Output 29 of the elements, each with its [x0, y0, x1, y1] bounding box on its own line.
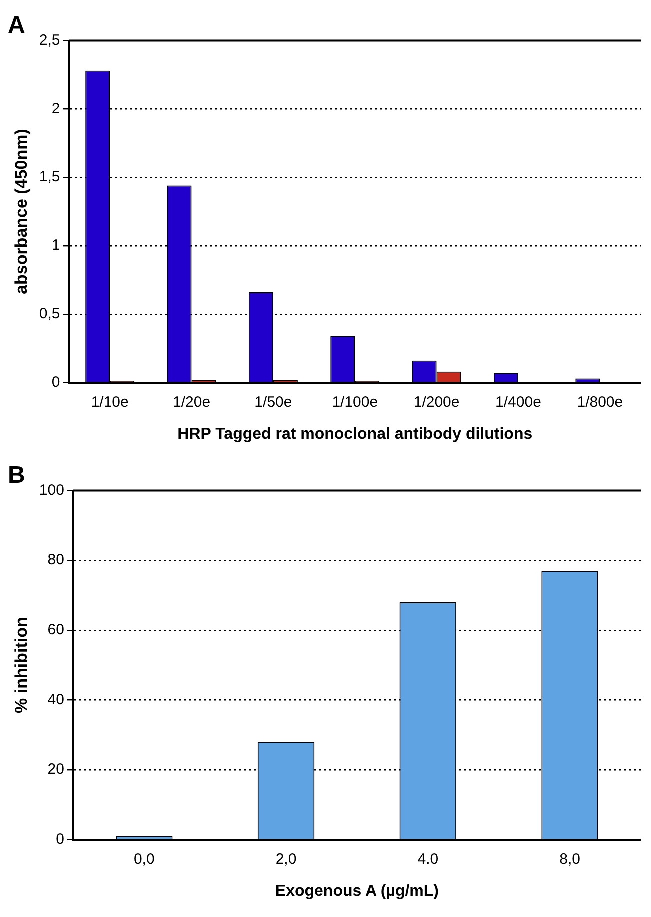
y-tick-label: 0,5: [39, 306, 60, 323]
x-tick-label: 1/100e: [332, 394, 378, 411]
x-tick-label: 8,0: [560, 850, 580, 868]
x-tick-label: 1/200e: [414, 394, 460, 411]
y-axis-title: absorbance (450nm): [12, 129, 31, 294]
y-tick-label: 40: [48, 691, 64, 708]
x-tick-label: 1/50e: [254, 394, 292, 411]
x-tick-label: 1/10e: [91, 394, 129, 411]
y-tick-label: 0: [52, 374, 60, 391]
y-tick-label: 20: [48, 761, 64, 778]
y-tick-label: 80: [48, 552, 64, 569]
y-tick-label: 1,5: [39, 168, 60, 186]
y-tick-label: 0: [56, 830, 64, 848]
chart-title: B: [8, 462, 26, 490]
x-tick-label: 1/20e: [172, 394, 211, 411]
y-tick-label: 1: [52, 237, 60, 254]
chart-title: A: [8, 12, 26, 40]
x-tick-label: 0,0: [134, 850, 155, 868]
y-axis-title: % inhibition: [12, 617, 31, 714]
y-tick-label: 100: [39, 482, 64, 499]
x-axis-title: Exogenous A (µg/mL): [275, 882, 440, 900]
x-tick-label: 2,0: [276, 850, 297, 868]
x-tick-label: 4.0: [418, 850, 439, 868]
x-tick-label: 1/400e: [496, 394, 542, 411]
x-axis-title: HRP Tagged rat monoclonal antibody dilutions: [178, 426, 533, 443]
y-tick-label: 2: [52, 100, 60, 118]
y-tick-label: 2,5: [39, 32, 60, 49]
y-tick-label: 60: [48, 622, 64, 639]
x-tick-label: 1/800e: [577, 394, 624, 411]
